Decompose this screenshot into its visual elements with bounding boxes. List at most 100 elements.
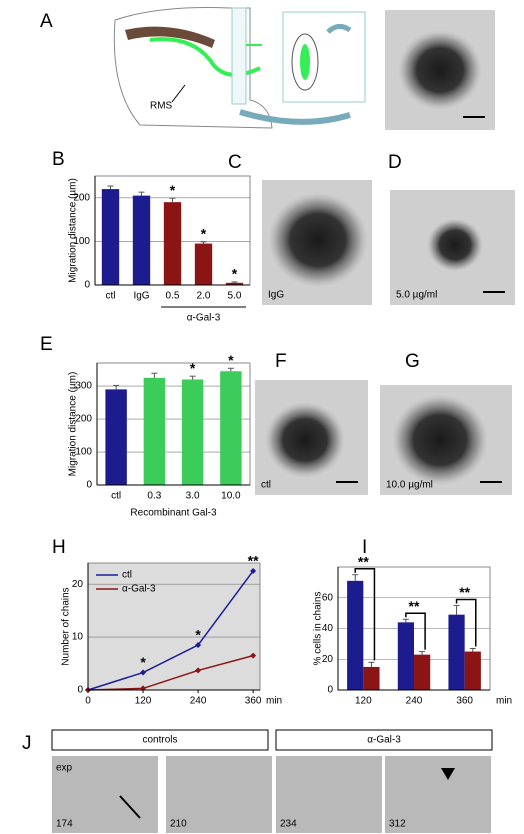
legend-label: ctl <box>122 570 132 581</box>
annotation: ** <box>248 553 259 569</box>
scale-bar <box>336 481 358 483</box>
slice-box <box>231 7 247 105</box>
group-box <box>51 729 269 751</box>
annotation: * <box>228 352 234 368</box>
scale-bar <box>480 481 502 483</box>
y-tick-label: 300 <box>75 381 92 392</box>
bar <box>414 654 431 690</box>
annotation: * <box>232 266 238 282</box>
y-tick-label: 0 <box>77 685 83 696</box>
ob-outline <box>291 33 319 91</box>
y-tick-label: 200 <box>75 414 92 425</box>
frame-note: exp <box>56 763 73 774</box>
x-axis-label: Recombinant Gal-3 <box>130 508 217 519</box>
x-tick-label: 360 <box>456 696 473 707</box>
frame <box>276 756 382 833</box>
panel-letter: J <box>22 733 32 754</box>
bar <box>181 379 204 485</box>
frame-label: 312 <box>389 819 406 830</box>
frame-label: 174 <box>56 819 73 830</box>
bar <box>464 651 481 690</box>
y-tick-label: 60 <box>322 592 334 603</box>
panel-letter: B <box>52 149 65 170</box>
frame <box>166 756 272 833</box>
point <box>250 567 257 574</box>
y-axis-label: % cells in chains <box>313 592 324 666</box>
x-tick-label: 0.3 <box>147 491 161 502</box>
series-line <box>87 570 254 691</box>
explant <box>427 218 483 272</box>
y-tick-label: 0 <box>327 685 333 696</box>
bar <box>363 666 380 690</box>
annotation: * <box>201 226 207 242</box>
bar <box>132 195 151 285</box>
panel-letter: C <box>228 152 242 173</box>
y-tick-label: 20 <box>322 654 334 665</box>
explant <box>398 30 482 110</box>
micrograph-label: 5.0 µg/ml <box>396 290 437 301</box>
group-box <box>275 729 493 751</box>
explant <box>268 192 368 288</box>
panel-letter: I <box>362 537 367 558</box>
point <box>140 669 147 676</box>
y-tick-label: 20 <box>72 579 84 590</box>
y-tick-label: 100 <box>75 447 92 458</box>
x-tick-label: 120 <box>135 696 152 707</box>
group-label: α-Gal-3 <box>187 313 221 324</box>
panel-letter: F <box>275 351 287 372</box>
y-tick-label: 0 <box>86 480 92 491</box>
y-axis-label: Migration distance (µm) <box>68 178 79 283</box>
frame-label: 210 <box>170 819 187 830</box>
y-tick-label: 200 <box>73 192 90 203</box>
bar <box>163 202 182 285</box>
x-tick-label: 360 <box>245 696 262 707</box>
annotation: ** <box>409 598 420 614</box>
rms-pointer <box>171 84 186 103</box>
annotation: * <box>190 360 196 376</box>
arrowhead <box>441 768 455 780</box>
y-tick-label: 0 <box>84 280 90 291</box>
x-unit: min <box>266 696 282 707</box>
slice-box <box>282 11 366 103</box>
scale-bar <box>463 116 485 118</box>
bracket <box>354 567 376 661</box>
annotation: * <box>170 182 176 198</box>
bar <box>397 622 414 690</box>
bracket <box>405 612 426 650</box>
legend-label: α-Gal-3 <box>122 584 156 595</box>
point <box>195 642 202 649</box>
bar <box>194 243 213 285</box>
ob-core <box>300 44 310 80</box>
scale-bar <box>483 291 505 293</box>
bar <box>143 377 166 485</box>
frame <box>52 756 158 833</box>
bar <box>225 282 244 285</box>
cortex-band <box>125 26 215 48</box>
x-tick-label: 10.0 <box>221 491 241 502</box>
x-tick-label: 240 <box>406 696 423 707</box>
annotation: ** <box>459 584 470 600</box>
explant <box>392 394 488 486</box>
annotation: * <box>140 654 146 670</box>
x-tick-label: 0.5 <box>166 291 180 302</box>
panel-letter: H <box>52 537 66 558</box>
panel-letter: E <box>40 334 53 355</box>
bracket <box>455 598 477 647</box>
bar <box>101 189 120 285</box>
y-tick-label: 100 <box>73 236 90 247</box>
y-axis-label: Number of chains <box>61 587 72 665</box>
panel-letter: A <box>40 11 53 32</box>
brain-outline <box>113 7 273 129</box>
frame-label: 234 <box>280 819 297 830</box>
micrograph-label: IgG <box>268 290 284 301</box>
group-label: controls <box>142 735 177 746</box>
point <box>250 652 257 659</box>
panel-letter: D <box>388 152 402 173</box>
point <box>195 667 202 674</box>
explant <box>265 402 345 478</box>
arrow <box>119 795 141 819</box>
x-tick-label: 120 <box>355 696 372 707</box>
series-line <box>87 654 254 691</box>
bar <box>105 389 127 485</box>
